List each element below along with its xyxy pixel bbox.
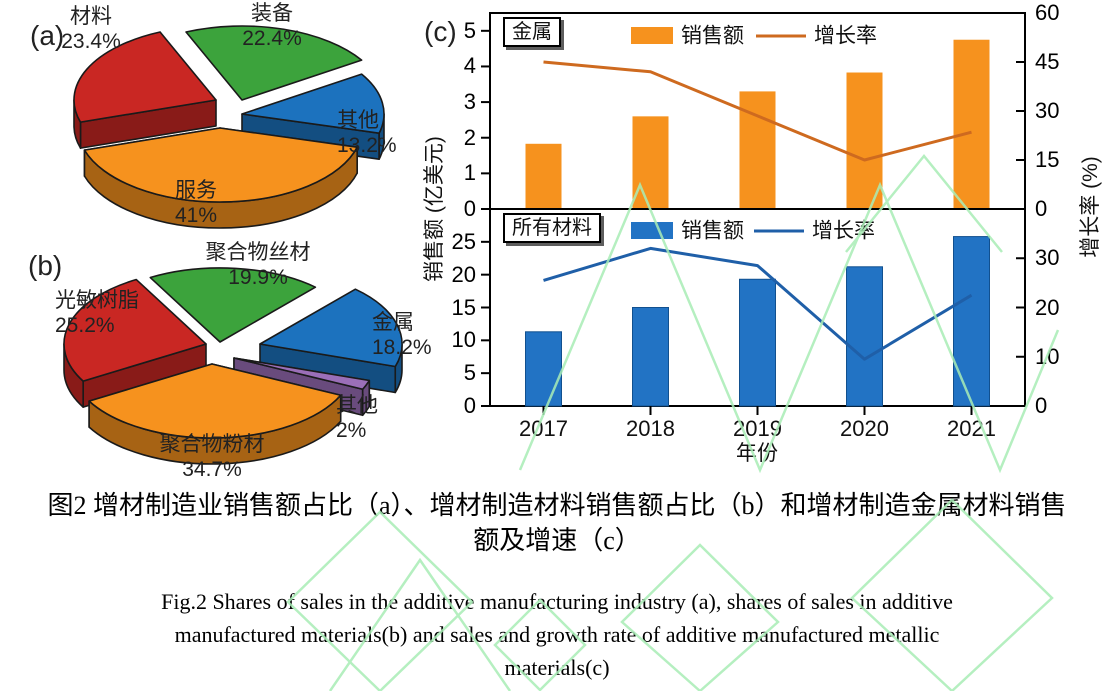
bar-2017 [525,143,562,209]
right-tick-label: 30 [1035,245,1060,271]
pie-label-其他: 其他 13.2% [337,109,397,157]
legend-bar-swatch-metal [631,27,673,44]
panel-c-tag: (c) [424,16,457,47]
pie-slice-wall [219,127,358,174]
bar-2018 [632,116,669,209]
pie-label-材料: 材料 23.4% [61,5,121,53]
pie-slice-rim [63,343,84,408]
left-tick-label: 3 [463,89,476,115]
bar-2018 [632,307,669,407]
x-category-label: 2018 [626,416,675,441]
right-tick-label: 15 [1035,147,1060,172]
pie-slice-光敏树脂 [63,278,207,382]
pie-slice-rim [83,146,358,229]
caption-en-line1: Fig.2 Shares of sales in the additive ma… [161,589,953,614]
pie-slice-wall [241,113,380,160]
bar-2019 [739,91,776,209]
legend-line-swatch-all [754,229,804,233]
x-category-label: 2017 [519,416,568,441]
pie-label-服务: 服务 41% [174,179,218,227]
right-tick-label: 0 [1035,196,1048,221]
right-tick-label: 0 [1035,393,1048,418]
pie-slice-wall [88,363,213,428]
growth-line [543,246,973,361]
legend-line-label-all: 增长率 [812,219,875,243]
left-axis-title: 销售额 (亿美元) [423,136,446,282]
caption-zh-line2: 额及增速（c） [473,526,641,555]
left-tick-label: 5 [463,360,476,386]
bar-2020 [846,266,883,407]
pie-label-装备: 装备 22.4% [242,2,302,50]
pie-slice-wall [259,343,397,394]
pie-slice-wall [83,127,221,177]
pie-slice-其他 [233,357,371,391]
bar-2017 [525,331,562,407]
left-tick-label: 0 [463,393,476,418]
panel-label-metal: 金属 [503,17,561,47]
pie-slice-服务 [83,127,358,203]
panel-frame [489,12,1026,210]
left-tick-label: 15 [451,294,476,320]
caption-en-line2: manufactured materials(b) and sales and … [174,622,940,647]
x-axis-title: 年份 [736,442,778,465]
pie-slice-金属 [259,288,403,368]
right-tick-label: 10 [1035,343,1060,369]
pie-slice-装备 [185,25,363,101]
pie-slice-rim [73,99,82,149]
legend-bar-swatch-all [631,222,673,239]
x-category-label: 2021 [947,416,996,441]
growth-line [543,60,972,162]
pie-slice-其他 [241,73,385,134]
pie-slice-聚合物丝材 [149,267,317,343]
pie-label-光敏树脂: 光敏树脂 25.2% [55,289,139,337]
pie-slice-wall [79,99,217,149]
pie-slice-wall [211,363,342,423]
bar-2019 [739,278,776,407]
panel-b-tag: (b) [28,250,63,281]
legend-line-swatch-metal [756,34,806,38]
legend-line-label-metal: 增长率 [814,24,877,48]
pie-slice-rim [88,394,342,465]
pie-slice-rim [361,379,371,417]
x-category-label: 2020 [840,416,889,441]
left-tick-label: 10 [451,327,476,353]
legend-bar-label-all: 销售额 [681,219,744,243]
right-tick-label: 30 [1035,98,1060,123]
caption-zh-line1: 图2 增材制造业销售额占比（a）、增材制造材料销售额占比（b）和增材制造金属材料… [47,491,1067,520]
pie-label-聚合物丝材: 聚合物丝材 19.9% [205,241,311,289]
bar-2020 [846,72,883,209]
pie-slice-材料 [73,31,217,123]
right-tick-label: 45 [1035,49,1060,74]
pie-slice-wall [233,357,364,417]
right-tick-label: 20 [1035,294,1060,320]
right-axis-title: 增长率 (%) [1079,156,1102,258]
pie-slice-rim [378,113,385,160]
pie-label-金属: 金属 18.2% [372,311,432,359]
panel-label-all-materials: 所有材料 [503,213,601,243]
pie-label-聚合物粉材: 聚合物粉材 34.7% [159,433,265,481]
bar-2021 [953,39,990,210]
pie-slice-rim [394,343,403,394]
right-tick-label: 60 [1035,0,1060,25]
pie-label-其他: 其他 2% [336,394,378,442]
pie-slice-聚合物粉材 [88,363,342,439]
pie-slice-wall [82,343,207,408]
pie-slice-wall [233,357,371,408]
left-tick-label: 4 [463,53,476,79]
panel-a-tag: (a) [30,20,65,51]
bar-2021 [953,236,990,407]
legend-bar-label-metal: 销售额 [681,24,744,48]
caption-en-line3: materials(c) [504,655,610,680]
